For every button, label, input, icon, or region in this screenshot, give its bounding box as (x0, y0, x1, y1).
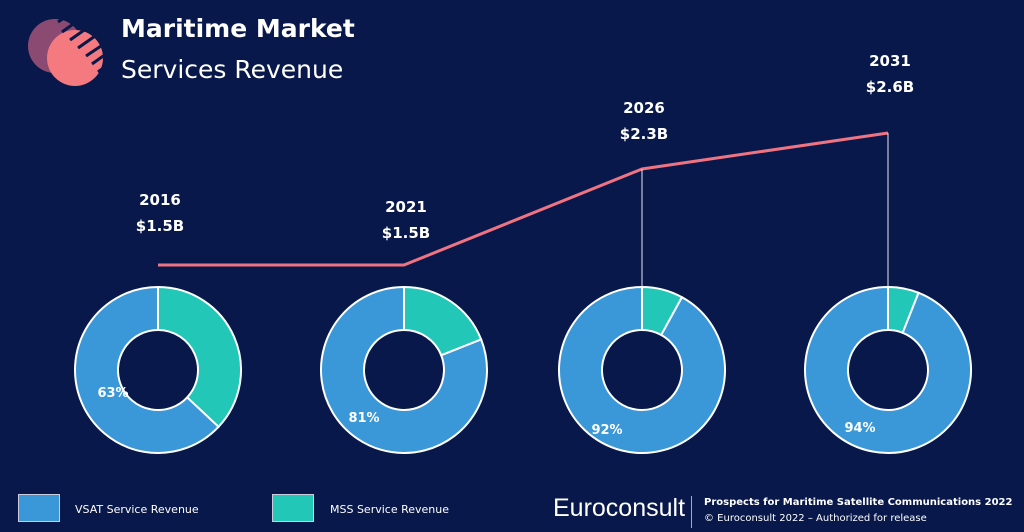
brand-logo: Euroconsult (553, 494, 686, 522)
logo (28, 16, 107, 86)
year-label: 2026 (623, 99, 665, 117)
donut-segment-vsat (320, 285, 488, 454)
legend-label-vsat: VSAT Service Revenue (75, 503, 199, 516)
donut-segment-mss (157, 285, 242, 429)
value-label: $2.6B (866, 78, 914, 96)
year-label: 2031 (869, 52, 911, 70)
legend-swatch-vsat (18, 494, 60, 522)
year-label: 2016 (139, 191, 181, 209)
donut-percent-label: 81% (348, 411, 379, 426)
value-label: $1.5B (382, 224, 430, 242)
value-label: $1.5B (136, 217, 184, 235)
value-label: $2.3B (620, 125, 668, 143)
title-line-1: Maritime Market (121, 14, 355, 43)
footer-report-title: Prospects for Maritime Satellite Communi… (704, 497, 1013, 508)
donut-2026: 92% (558, 285, 726, 454)
donut-segment-vsat (74, 285, 220, 454)
title-line-2: Services Revenue (121, 55, 344, 84)
legend-swatch-mss (272, 494, 314, 522)
donut-percent-label: 63% (97, 386, 128, 401)
donut-percent-label: 92% (591, 423, 622, 438)
donut-2016: 63% (74, 285, 242, 454)
legend-label-mss: MSS Service Revenue (330, 503, 450, 516)
donut-percent-label: 94% (844, 421, 875, 436)
donut-2031: 94% (804, 285, 972, 454)
footer-divider (691, 496, 692, 528)
donut-2021: 81% (320, 285, 488, 454)
year-label: 2021 (385, 198, 427, 216)
footer-copyright: © Euroconsult 2022 – Authorized for rele… (704, 513, 927, 524)
donut-segment-vsat (558, 285, 726, 454)
revenue-line (158, 131, 889, 267)
donut-segment-vsat (804, 285, 972, 454)
